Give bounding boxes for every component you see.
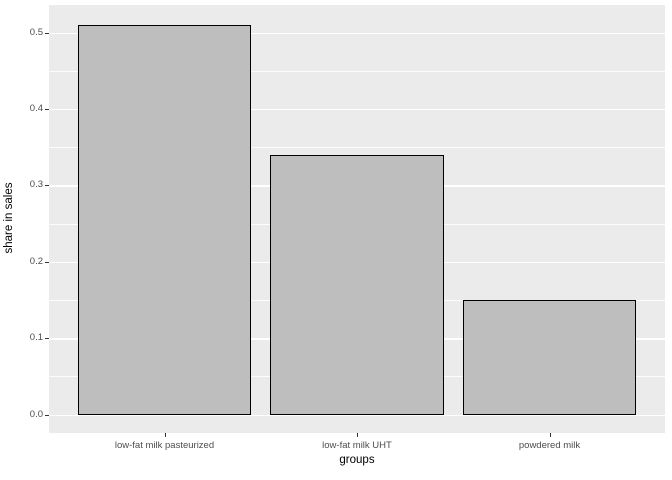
major-gridline <box>49 32 665 34</box>
y-tick-mark <box>45 338 49 340</box>
y-tick-mark <box>45 261 49 263</box>
x-tick-mark <box>357 433 358 437</box>
x-axis-title: groups <box>339 454 375 466</box>
bar-low-fat-milk-uht <box>270 154 444 415</box>
minor-gridline <box>49 147 665 148</box>
bar-low-fat-milk-pasteurized <box>77 24 252 415</box>
bar-powdered-milk <box>462 300 637 415</box>
x-tick-label: low-fat milk UHT <box>322 440 392 451</box>
y-tick-label: 0.4 <box>29 102 43 114</box>
x-tick-mark <box>164 433 166 437</box>
y-axis-title: share in sales <box>3 182 15 254</box>
y-tick-label: 0.5 <box>29 26 43 38</box>
y-tick-label: 0.2 <box>29 255 43 267</box>
y-tick-label: 0.1 <box>29 332 43 344</box>
major-gridline <box>49 414 665 416</box>
major-gridline <box>49 108 665 111</box>
y-tick-mark <box>45 32 49 34</box>
x-tick-mark <box>549 433 551 437</box>
y-tick-mark <box>45 108 49 110</box>
y-tick-mark <box>45 185 49 187</box>
x-tick-label: low-fat milk pasteurized <box>114 440 215 451</box>
y-tick-label: 0.0 <box>29 408 43 420</box>
plot-panel <box>49 5 665 433</box>
y-tick-label: 0.3 <box>29 179 43 191</box>
minor-gridline <box>49 70 665 72</box>
x-tick-label: powdered milk <box>518 440 581 451</box>
y-tick-mark <box>45 414 49 416</box>
